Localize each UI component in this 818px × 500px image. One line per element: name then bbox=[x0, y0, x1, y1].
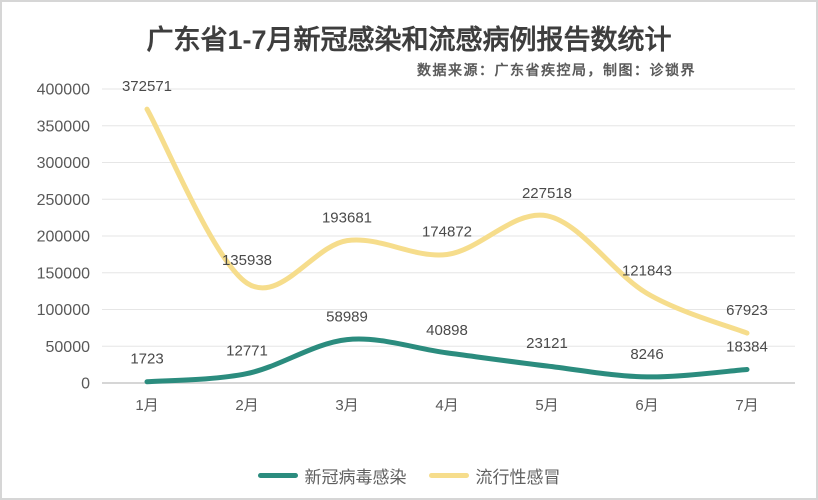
legend: 新冠病毒感染 流行性感冒 bbox=[2, 463, 816, 488]
covid-series-data-label: 1723 bbox=[130, 351, 163, 368]
flu-series-data-label: 121843 bbox=[622, 262, 672, 279]
y-tick-label: 150000 bbox=[37, 265, 90, 282]
flu-series-data-label: 372571 bbox=[122, 78, 172, 95]
legend-item-covid-series: 新冠病毒感染 bbox=[257, 463, 407, 488]
x-tick-label: 6月 bbox=[635, 397, 658, 414]
flu-series-data-label: 67923 bbox=[726, 302, 768, 319]
y-tick-label: 350000 bbox=[37, 118, 90, 135]
flu-series-line bbox=[144, 106, 750, 336]
legend-item-flu-series: 流行性感冒 bbox=[428, 463, 561, 488]
x-tick-label: 2月 bbox=[235, 397, 258, 414]
covid-series-legend-swatch bbox=[257, 473, 298, 478]
flu-series-data-label: 174872 bbox=[422, 223, 472, 240]
x-tick-label: 3月 bbox=[335, 397, 358, 414]
covid-series-legend-label: 新冠病毒感染 bbox=[304, 468, 407, 487]
y-tick-label: 50000 bbox=[46, 339, 91, 356]
y-tick-label: 0 bbox=[81, 376, 90, 393]
y-tick-label: 100000 bbox=[37, 302, 90, 319]
x-tick-label: 5月 bbox=[535, 397, 558, 414]
flu-series-data-label: 227518 bbox=[522, 185, 572, 202]
covid-series-line bbox=[144, 336, 750, 385]
covid-series-data-label: 18384 bbox=[726, 338, 768, 355]
covid-series-data-label: 8246 bbox=[630, 346, 663, 363]
x-tick-label: 7月 bbox=[735, 397, 758, 414]
flu-series-legend-swatch bbox=[428, 473, 469, 478]
flu-series-legend-label: 流行性感冒 bbox=[475, 468, 561, 487]
covid-series-data-label: 12771 bbox=[226, 343, 268, 360]
y-tick-label: 400000 bbox=[37, 82, 90, 99]
flu-series-data-label: 135938 bbox=[222, 252, 272, 269]
x-tick-label: 1月 bbox=[135, 397, 158, 414]
y-tick-label: 300000 bbox=[37, 155, 90, 172]
x-tick-label: 4月 bbox=[435, 397, 458, 414]
chart-subtitle: 数据来源：广东省疾控局，制图：诊锁界 bbox=[417, 62, 696, 78]
covid-series-data-label: 58989 bbox=[326, 309, 368, 326]
flu-series-data-label: 193681 bbox=[322, 210, 372, 227]
covid-series-data-label: 23121 bbox=[526, 335, 568, 352]
covid-series-data-label: 40898 bbox=[426, 322, 468, 339]
y-tick-label: 250000 bbox=[37, 192, 90, 209]
y-tick-label: 200000 bbox=[37, 229, 90, 246]
chart-title: 广东省1-7月新冠感染和流感病例报告数统计 bbox=[146, 25, 672, 55]
